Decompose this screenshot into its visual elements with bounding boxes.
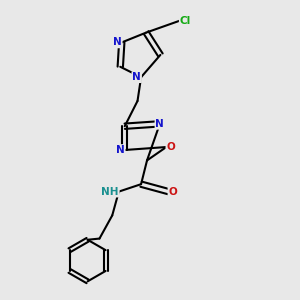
Text: NH: NH	[101, 187, 119, 196]
Text: N: N	[116, 145, 125, 155]
Text: N: N	[132, 72, 141, 82]
Text: Cl: Cl	[180, 16, 191, 26]
Text: O: O	[166, 142, 175, 152]
Text: N: N	[113, 38, 122, 47]
Text: O: O	[168, 187, 177, 196]
Text: N: N	[155, 119, 164, 129]
